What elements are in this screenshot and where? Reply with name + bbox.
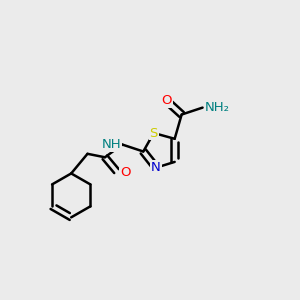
- Text: N: N: [151, 161, 161, 174]
- Text: S: S: [150, 127, 158, 140]
- Text: NH: NH: [102, 138, 121, 151]
- Text: NH₂: NH₂: [205, 101, 230, 114]
- Text: O: O: [161, 94, 172, 107]
- Text: O: O: [120, 166, 130, 179]
